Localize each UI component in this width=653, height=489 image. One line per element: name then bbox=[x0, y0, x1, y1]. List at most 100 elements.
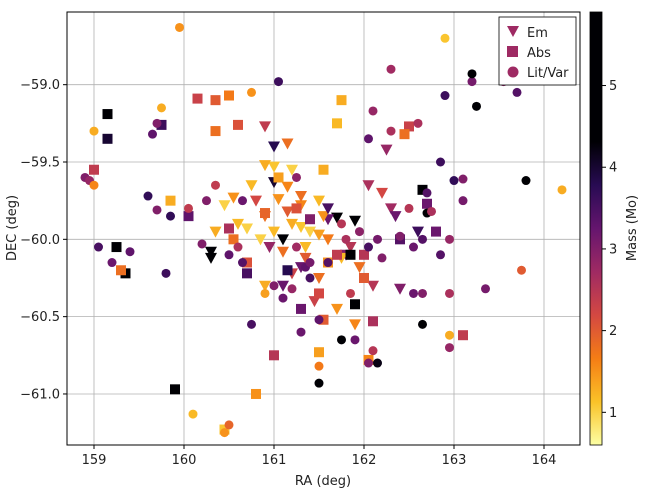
em-point bbox=[286, 218, 298, 230]
lit-var-point bbox=[404, 203, 414, 213]
em-point bbox=[245, 180, 258, 192]
lit-var-point bbox=[346, 288, 355, 298]
lit-var-point bbox=[238, 196, 247, 206]
abs-point bbox=[431, 226, 441, 237]
em-point bbox=[281, 181, 294, 193]
abs-point bbox=[314, 347, 324, 358]
em-point bbox=[272, 194, 285, 206]
lit-var-point bbox=[449, 176, 459, 186]
abs-point bbox=[242, 268, 252, 279]
y-axis-ticks: −59.0 −59.5 −60.0 −60.5 −61.0 bbox=[20, 78, 67, 402]
abs-point bbox=[336, 95, 347, 106]
lit-var-point bbox=[368, 106, 378, 116]
lit-var-point bbox=[224, 250, 234, 260]
x-tick-label: 160 bbox=[172, 453, 197, 468]
lit-var-point bbox=[458, 196, 468, 206]
lit-var-point bbox=[314, 361, 324, 371]
lit-var-point bbox=[197, 239, 207, 249]
lit-var-point bbox=[395, 231, 405, 241]
lit-var-point bbox=[350, 335, 360, 345]
plot-frame bbox=[66, 11, 581, 446]
em-point bbox=[286, 164, 298, 176]
y-tick-label: −60.0 bbox=[20, 233, 60, 248]
legend: Em Abs Lit/Var bbox=[498, 16, 577, 86]
legend-marker-em bbox=[507, 26, 519, 37]
lit-var-point bbox=[247, 87, 256, 97]
lit-var-point bbox=[521, 176, 531, 186]
lit-var-point bbox=[278, 293, 288, 303]
abs-point bbox=[296, 303, 306, 314]
lit-var-point bbox=[89, 180, 99, 190]
data-points bbox=[80, 22, 567, 438]
x-axis-ticks: 159 160 161 162 163 164 bbox=[82, 445, 556, 468]
x-axis-label: RA (deg) bbox=[295, 474, 351, 489]
lit-var-point bbox=[274, 77, 283, 87]
colorbar-tick-label: 2 bbox=[609, 324, 617, 339]
em-point bbox=[254, 234, 267, 246]
em-point bbox=[295, 221, 307, 233]
em-point bbox=[268, 141, 280, 153]
y-axis-label: DEC (deg) bbox=[5, 195, 20, 261]
abs-point bbox=[458, 330, 468, 341]
em-point bbox=[308, 296, 321, 308]
abs-point bbox=[273, 172, 284, 183]
em-point bbox=[299, 252, 312, 264]
abs-point bbox=[368, 316, 378, 327]
lit-var-point bbox=[175, 22, 184, 32]
lit-var-point bbox=[94, 242, 103, 252]
abs-point bbox=[359, 249, 369, 260]
abs-point bbox=[291, 203, 302, 214]
abs-point bbox=[318, 164, 329, 175]
legend-label-litvar: Lit/Var bbox=[527, 66, 569, 81]
lit-var-point bbox=[238, 258, 247, 268]
colorbar-label: Mass (Mo) bbox=[625, 195, 640, 261]
lit-var-point bbox=[517, 265, 526, 275]
lit-var-point bbox=[440, 33, 450, 43]
abs-point bbox=[314, 288, 324, 299]
em-point bbox=[349, 319, 361, 331]
x-tick-label: 163 bbox=[442, 453, 467, 468]
em-point bbox=[322, 203, 334, 215]
em-point bbox=[241, 223, 253, 235]
lit-var-point bbox=[188, 409, 198, 419]
colorbar-gradient bbox=[589, 11, 603, 446]
em-point bbox=[205, 252, 217, 264]
colorbar-tick-label: 3 bbox=[609, 242, 617, 257]
lit-var-point bbox=[148, 129, 157, 139]
em-point bbox=[349, 215, 361, 227]
em-point bbox=[313, 195, 325, 207]
colorbar-tick-label: 5 bbox=[609, 79, 617, 94]
em-point bbox=[394, 283, 406, 295]
lit-var-point bbox=[233, 242, 243, 252]
x-tick-label: 161 bbox=[262, 453, 287, 468]
lit-var-point bbox=[152, 205, 162, 215]
abs-point bbox=[404, 121, 414, 132]
lit-var-point bbox=[161, 268, 171, 278]
y-tick-label: −61.0 bbox=[20, 387, 60, 402]
em-point bbox=[209, 226, 222, 238]
em-point bbox=[376, 187, 388, 199]
abs-point bbox=[332, 249, 342, 260]
abs-point bbox=[417, 184, 428, 195]
lit-var-point bbox=[157, 103, 166, 113]
em-point bbox=[281, 206, 294, 218]
lit-var-point bbox=[445, 288, 454, 298]
lit-var-point bbox=[557, 185, 567, 195]
lit-var-point bbox=[260, 288, 270, 298]
em-point bbox=[299, 242, 312, 254]
lit-var-point bbox=[292, 242, 301, 252]
em-point bbox=[259, 280, 271, 292]
lit-var-point bbox=[292, 172, 301, 182]
colorbar-tick-label: 1 bbox=[609, 406, 617, 421]
em-point bbox=[353, 262, 366, 274]
x-tick-label: 159 bbox=[82, 453, 107, 468]
em-point bbox=[263, 242, 276, 254]
legend-marker-abs bbox=[507, 46, 518, 57]
em-point bbox=[259, 121, 271, 133]
lit-var-point bbox=[445, 330, 454, 340]
abs-point bbox=[165, 195, 176, 206]
lit-var-point bbox=[436, 157, 445, 167]
em-point bbox=[250, 195, 262, 207]
em-point bbox=[277, 280, 289, 292]
